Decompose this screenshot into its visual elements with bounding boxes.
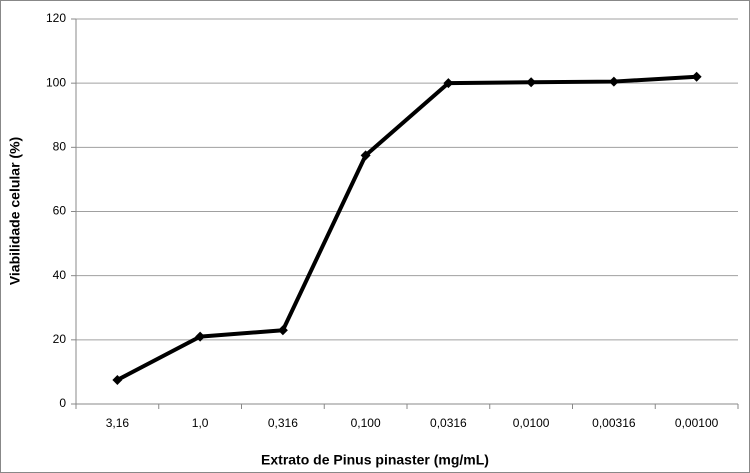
- y-tick-label: 0: [59, 396, 66, 410]
- y-tick-label: 60: [53, 204, 67, 218]
- x-tick-label: 0,00100: [675, 416, 719, 430]
- data-point: [526, 77, 537, 88]
- y-tick-label: 100: [46, 75, 66, 89]
- data-point: [277, 325, 288, 336]
- data-point: [691, 71, 702, 82]
- y-tick-label: 80: [53, 140, 67, 154]
- x-tick-label: 1,0: [192, 416, 209, 430]
- y-tick-label: 40: [53, 268, 67, 282]
- data-point: [608, 76, 619, 87]
- x-tick-label: 3,16: [106, 416, 130, 430]
- x-axis-title: Extrato de Pinus pinaster (mg/mL): [261, 452, 489, 468]
- data-point: [443, 78, 454, 89]
- y-tick-label: 120: [46, 11, 66, 25]
- x-tick-label: 0,0100: [513, 416, 550, 430]
- data-point: [360, 150, 371, 161]
- data-point: [195, 331, 206, 342]
- y-tick-label: 20: [53, 332, 67, 346]
- x-tick-label: 0,00316: [592, 416, 636, 430]
- x-tick-label: 0,0316: [430, 416, 467, 430]
- y-axis-title: Viabilidade celular (%): [7, 137, 23, 285]
- x-tick-label: 0,100: [351, 416, 381, 430]
- data-line: [116, 74, 697, 382]
- data-point: [112, 374, 123, 385]
- x-tick-label: 0,316: [268, 416, 298, 430]
